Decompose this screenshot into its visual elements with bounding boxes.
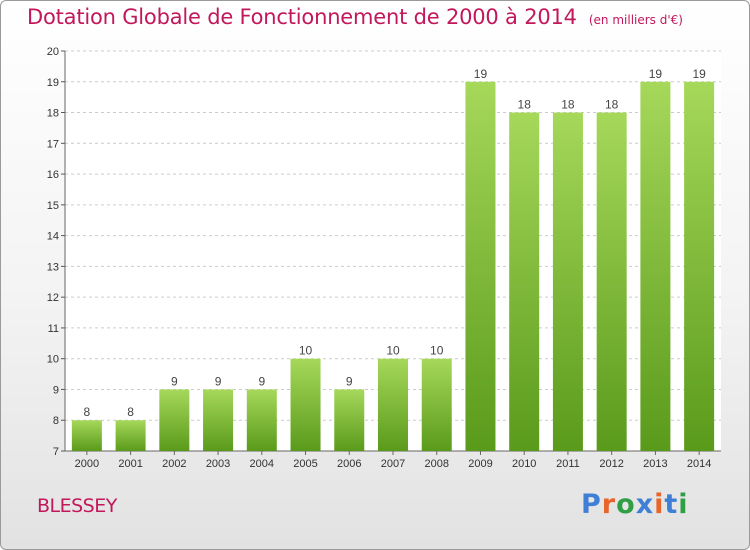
- x-tick-label: 2002: [162, 458, 186, 470]
- bar-2001: [115, 420, 146, 451]
- title-text: Dotation Globale de Fonctionnement de 20…: [27, 5, 577, 29]
- x-tick-label: 2000: [75, 458, 99, 470]
- x-tick-label: 2006: [337, 458, 361, 470]
- logo-letter: o: [616, 489, 636, 520]
- x-tick-label: 2007: [381, 458, 405, 470]
- data-label: 10: [430, 344, 444, 358]
- logo-letter: x: [635, 489, 655, 520]
- logo-letter: i: [678, 489, 689, 520]
- x-tick-label: 2009: [468, 458, 492, 470]
- y-tick-label: 14: [47, 231, 59, 243]
- bar-2005: [290, 358, 321, 451]
- proxiti-logo: Proxiti: [581, 489, 689, 520]
- bar-2008: [421, 358, 452, 451]
- y-tick-label: 11: [48, 323, 59, 335]
- y-tick-label: 7: [53, 446, 59, 458]
- data-label: 10: [386, 344, 400, 358]
- logo-letter: P: [581, 489, 602, 520]
- y-tick-label: 17: [47, 138, 59, 150]
- y-tick-label: 8: [53, 415, 59, 427]
- y-tick-label: 20: [47, 46, 59, 58]
- bar-2011: [552, 112, 583, 452]
- y-tick-label: 13: [47, 261, 59, 273]
- data-label: 8: [127, 405, 134, 419]
- y-tick-label: 10: [47, 354, 59, 366]
- y-tick-label: 18: [47, 108, 59, 120]
- x-tick-label: 2010: [512, 458, 536, 470]
- bar-2004: [246, 389, 277, 451]
- data-label: 18: [605, 98, 619, 112]
- x-tick-label: 2012: [599, 458, 623, 470]
- bar-2007: [378, 358, 408, 451]
- commune-name: BLESSEY: [37, 495, 117, 517]
- x-tick-label: 2013: [643, 458, 667, 470]
- bar-2010: [509, 112, 540, 452]
- data-label: 10: [299, 344, 313, 358]
- data-label: 18: [518, 98, 532, 112]
- bar-2003: [203, 389, 234, 451]
- data-label: 9: [215, 374, 222, 388]
- bar-2006: [334, 389, 365, 451]
- y-tick-label: 12: [47, 292, 59, 304]
- bar-2000: [71, 420, 102, 451]
- data-label: 9: [171, 374, 178, 388]
- x-tick-label: 2011: [556, 458, 580, 470]
- data-label: 18: [561, 98, 575, 112]
- x-tick-label: 2005: [293, 458, 317, 470]
- title-unit: (en milliers d'€): [588, 13, 683, 27]
- x-tick-label: 2001: [118, 458, 142, 470]
- y-tick-label: 9: [53, 384, 59, 396]
- logo-letter: i: [654, 489, 665, 520]
- data-label: 9: [346, 374, 353, 388]
- x-tick-label: 2004: [250, 458, 274, 470]
- data-label: 8: [84, 405, 91, 419]
- chart-title: Dotation Globale de Fonctionnement de 20…: [27, 5, 683, 29]
- bar-2013: [640, 81, 671, 452]
- x-tick-label: 2003: [206, 458, 230, 470]
- data-label: 19: [649, 67, 663, 81]
- bar-2012: [596, 112, 627, 452]
- bar-2002: [159, 389, 190, 451]
- y-tick-label: 19: [47, 77, 59, 89]
- bar-2014: [684, 81, 715, 452]
- x-tick-label: 2008: [424, 458, 448, 470]
- bar-2009: [465, 81, 496, 452]
- y-tick-label: 16: [47, 169, 59, 181]
- data-label: 9: [258, 374, 265, 388]
- logo-letter: r: [601, 489, 617, 520]
- logo-letter: t: [664, 489, 679, 520]
- data-label: 19: [474, 67, 488, 81]
- y-tick-label: 15: [47, 200, 59, 212]
- x-tick-label: 2014: [687, 458, 711, 470]
- data-label: 19: [692, 67, 706, 81]
